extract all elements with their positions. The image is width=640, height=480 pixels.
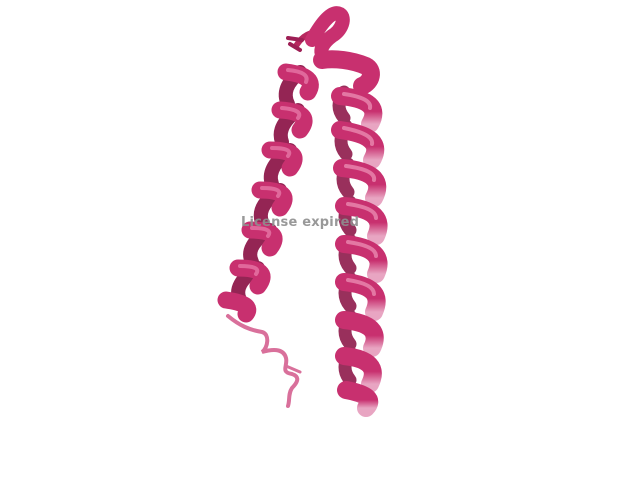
license-expired-watermark: License expired: [241, 215, 360, 230]
left-helix: [217, 63, 319, 408]
top-loop: [286, 6, 380, 95]
right-helix: [331, 85, 388, 417]
